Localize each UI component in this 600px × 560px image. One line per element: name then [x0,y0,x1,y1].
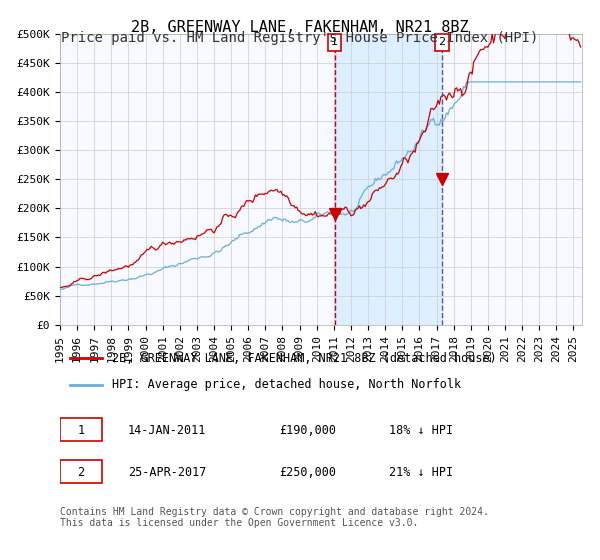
Text: Price paid vs. HM Land Registry's House Price Index (HPI): Price paid vs. HM Land Registry's House … [61,31,539,45]
Text: 21% ↓ HPI: 21% ↓ HPI [389,466,453,479]
FancyBboxPatch shape [60,418,102,441]
Text: £190,000: £190,000 [279,424,336,437]
Text: 25-APR-2017: 25-APR-2017 [128,466,206,479]
Text: 18% ↓ HPI: 18% ↓ HPI [389,424,453,437]
Text: 2B, GREENWAY LANE, FAKENHAM, NR21 8BZ: 2B, GREENWAY LANE, FAKENHAM, NR21 8BZ [131,20,469,35]
Text: 14-JAN-2011: 14-JAN-2011 [128,424,206,437]
Text: 2: 2 [77,466,85,479]
Text: HPI: Average price, detached house, North Norfolk: HPI: Average price, detached house, Nort… [112,378,461,391]
Bar [335,34,442,325]
Text: 1: 1 [331,38,338,48]
Text: 2B, GREENWAY LANE, FAKENHAM, NR21 8BZ (detached house): 2B, GREENWAY LANE, FAKENHAM, NR21 8BZ (d… [112,352,497,365]
Text: £250,000: £250,000 [279,466,336,479]
Text: Contains HM Land Registry data © Crown copyright and database right 2024.
This d: Contains HM Land Registry data © Crown c… [60,507,489,529]
Text: 2: 2 [439,38,446,48]
FancyBboxPatch shape [60,460,102,483]
Text: 1: 1 [77,424,85,437]
